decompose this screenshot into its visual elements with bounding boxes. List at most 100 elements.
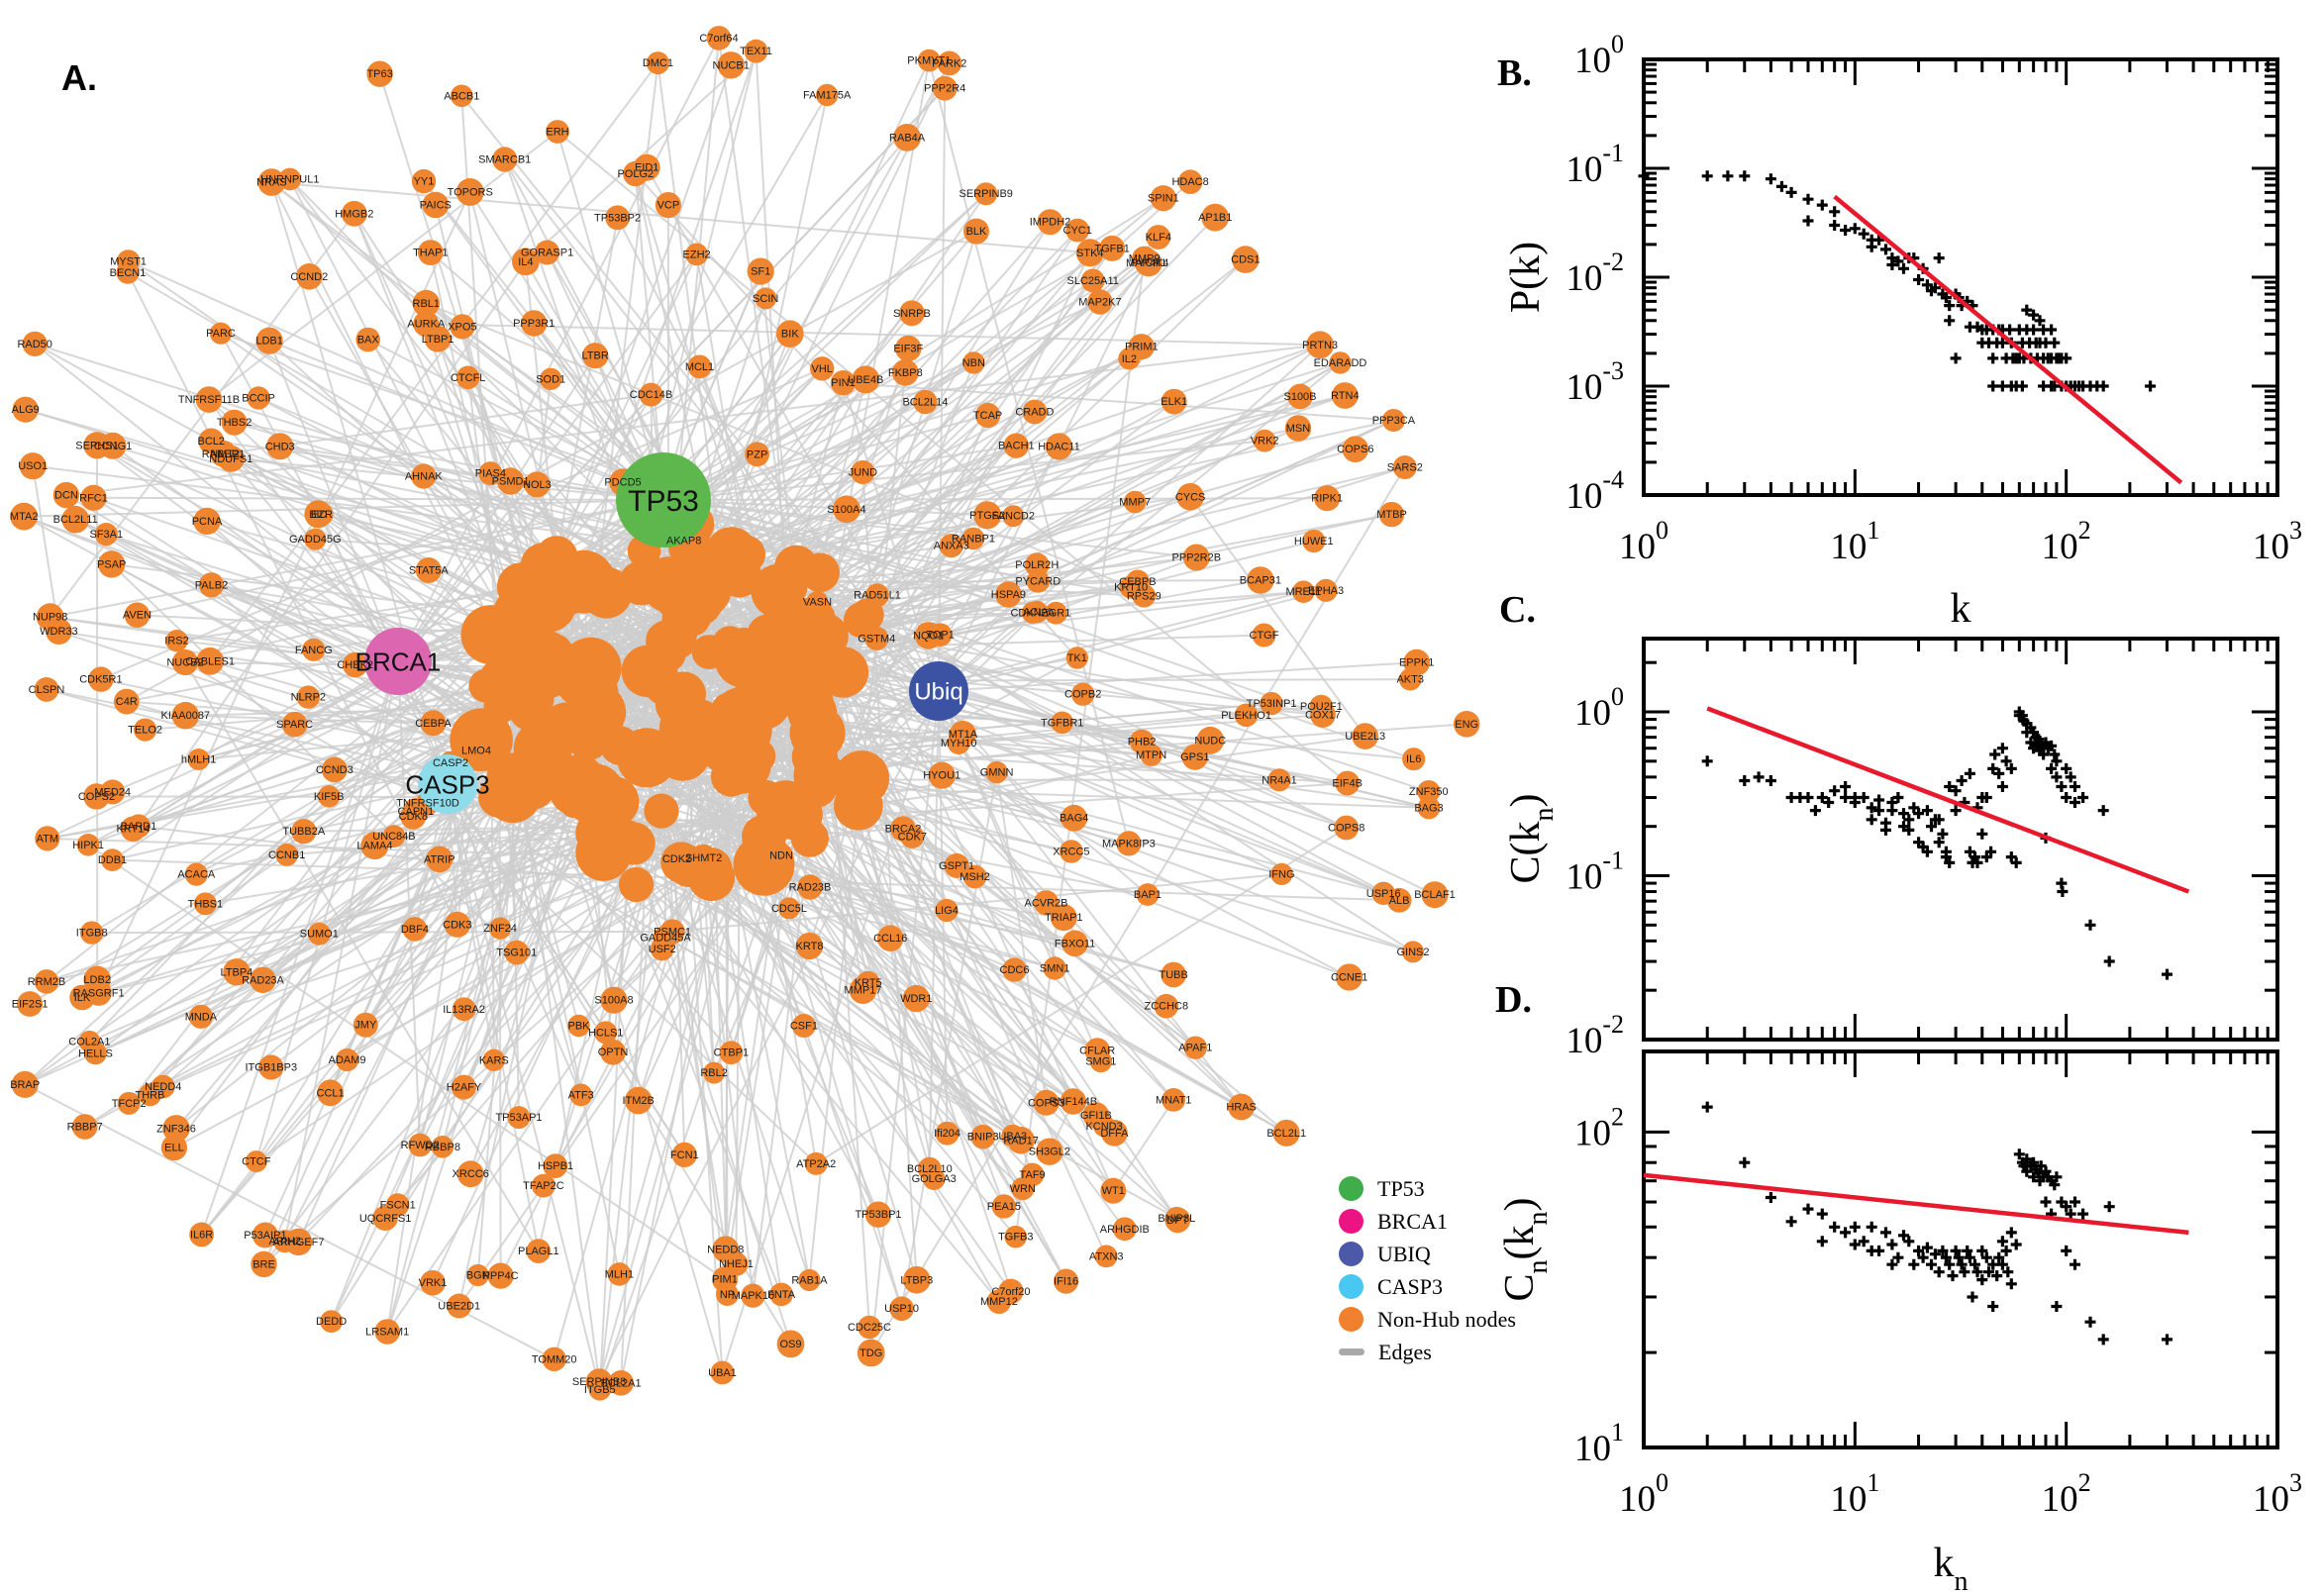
data-point-plus — [1970, 851, 1980, 863]
network-node — [34, 677, 59, 702]
network-node — [1045, 433, 1073, 460]
data-point-plus — [1996, 1258, 2008, 1270]
network-node — [605, 205, 630, 231]
node-label: FKBP8 — [888, 367, 923, 379]
node-label: PIN1 — [831, 377, 855, 389]
node-label: AP1B1 — [1198, 212, 1232, 224]
node-label: ZNF350 — [1409, 786, 1449, 798]
node-label: CTCF — [242, 1156, 271, 1168]
node-label: S100B — [1283, 391, 1316, 403]
node-label: BGN — [466, 1270, 490, 1282]
node-label: SEPHS1 — [75, 440, 118, 451]
data-point-plus — [1970, 1258, 1980, 1270]
node-label: RPS29 — [1127, 590, 1162, 602]
network-node — [928, 761, 956, 789]
node-label: RIPK1 — [1311, 493, 1343, 505]
node-label: PEA15 — [987, 1201, 1021, 1213]
network-node — [876, 925, 904, 951]
node-label: RTN4 — [1331, 390, 1360, 402]
network-edge — [270, 181, 664, 501]
network-node — [706, 26, 732, 50]
node-label: USO1 — [18, 460, 48, 472]
node-label: CYCS — [1175, 491, 1206, 503]
network-node — [769, 1282, 793, 1307]
network-node — [747, 257, 774, 285]
network-node — [1065, 218, 1090, 243]
node-label: UBE4B — [848, 374, 883, 386]
node-label: TUBB — [1160, 969, 1188, 981]
node-label: FAM175A — [803, 90, 852, 102]
network-node — [594, 1021, 618, 1045]
node-label: UBE2L3 — [1345, 731, 1385, 743]
network-node — [341, 200, 367, 227]
network-node — [508, 690, 550, 731]
node-label: NUP98 — [33, 612, 67, 624]
node-label: FNTA — [767, 1289, 796, 1301]
node-label: SMN1 — [1040, 963, 1070, 975]
network-graph: TP53 BRCA1 Ubiq CASP3 MNDA ZNF24 USF2 BCCIP WDR3… — [10, 26, 1480, 1401]
data-point-plus — [1892, 255, 1904, 267]
network-node — [950, 721, 976, 748]
network-node — [431, 1136, 454, 1158]
node-label: WRN — [1010, 1183, 1036, 1195]
node-label: WDR1 — [900, 993, 932, 1005]
node-label: P53AIP1 — [244, 1230, 286, 1242]
network-node — [184, 862, 208, 886]
data-point-plus — [1886, 1239, 1898, 1250]
network-node — [1314, 578, 1338, 602]
network-node — [973, 501, 1002, 530]
node-label: MAPK8IP3 — [1102, 838, 1156, 849]
network-node — [1084, 1038, 1110, 1063]
data-point-plus — [1765, 1192, 1776, 1203]
network-node — [478, 776, 520, 818]
node-label: RAB1A — [791, 1275, 828, 1287]
network-edge — [206, 520, 963, 736]
network-node — [672, 558, 732, 619]
network-node — [621, 645, 673, 698]
network-node — [582, 343, 609, 369]
node-label: THAP1 — [413, 248, 448, 259]
network-node — [778, 897, 800, 920]
data-point-plus — [1926, 1258, 1937, 1270]
node-label: CDC5L — [771, 903, 807, 915]
node-label: AKT3 — [1396, 674, 1424, 686]
node-label: SF3A1 — [89, 529, 123, 541]
data-point-plus — [2077, 792, 2089, 803]
data-point-plus — [1991, 1270, 2003, 1282]
network-node — [607, 1262, 632, 1286]
network-edge — [84, 758, 643, 1128]
node-label: NR4A1 — [1262, 774, 1296, 786]
node-label: MRE11 — [1285, 586, 1321, 598]
network-node — [1123, 490, 1147, 514]
network-edge — [268, 340, 664, 501]
node-label: GSTM4 — [858, 633, 895, 645]
network-node — [1247, 566, 1274, 594]
network-node — [1381, 409, 1405, 432]
node-label: UNC84B — [372, 831, 415, 843]
network-node — [1421, 881, 1449, 909]
network-node — [1292, 580, 1315, 603]
node-label: HDAC11 — [1038, 442, 1080, 453]
network-node — [1306, 331, 1334, 359]
network-node — [795, 932, 824, 960]
node-label: YY1 — [414, 176, 435, 188]
data-point-plus — [2046, 762, 2058, 774]
node-label: NOL3 — [523, 479, 552, 491]
network-node — [52, 481, 80, 509]
network-node — [198, 572, 225, 598]
network-node — [711, 692, 745, 726]
node-label: LIG4 — [935, 905, 959, 917]
data-point-plus — [1956, 1258, 1968, 1270]
network-edge — [397, 37, 720, 662]
data-point-plus — [1921, 1242, 1933, 1253]
network-node — [417, 240, 444, 265]
node-label: RAB4A — [889, 132, 926, 144]
network-node — [98, 550, 126, 578]
network-node — [769, 844, 793, 867]
network-node — [291, 819, 317, 845]
network-node — [1183, 1036, 1208, 1059]
data-point-plus — [1866, 802, 1877, 814]
data-point-plus — [1953, 1251, 1965, 1263]
node-label: CDK8 — [399, 811, 428, 823]
network-edge — [797, 735, 1365, 816]
